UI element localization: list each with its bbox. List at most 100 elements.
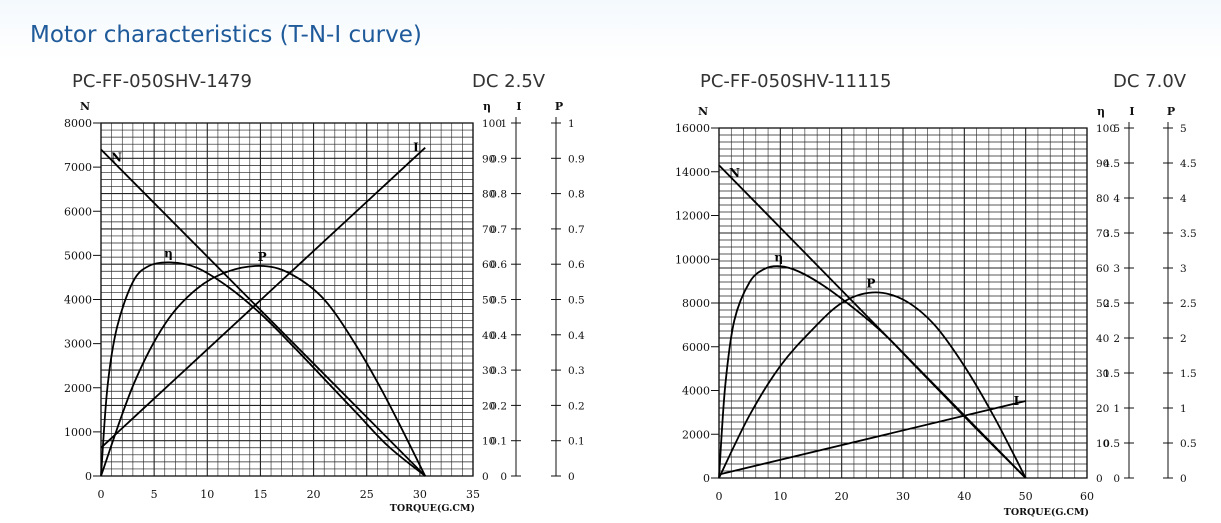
x-axis-label: TORQUE(G.CM) <box>1004 507 1089 518</box>
series-p-label: P <box>866 277 875 291</box>
series-eta-curve <box>100 261 426 477</box>
p-tick-label: 0.5 <box>1180 438 1197 450</box>
p-axis-label: P <box>555 100 563 113</box>
y-tick-label: 5000 <box>64 249 92 262</box>
eta-tick-label: 50 <box>482 295 495 307</box>
x-tick-label: 10 <box>200 488 214 501</box>
p-tick-label: 3 <box>1180 263 1187 275</box>
p-tick-label: 1 <box>1180 403 1187 415</box>
eta-tick-label: 80 <box>482 189 495 201</box>
y-tick-label: 3000 <box>64 338 92 351</box>
eta-tick-label: 20 <box>1096 403 1109 415</box>
eta-tick-label: 40 <box>1096 333 1109 345</box>
eta-tick-label: 100 <box>1096 123 1116 135</box>
i-tick-label: 0 <box>500 471 507 483</box>
x-tick-label: 25 <box>360 488 374 501</box>
series-p-curve <box>718 291 1027 479</box>
i-tick-label: 1.5 <box>1103 368 1120 380</box>
i-tick-label: 0.1 <box>490 436 507 448</box>
series-i-label: I <box>1014 394 1020 408</box>
y-tick-label: 12000 <box>675 210 710 223</box>
y-tick-label: 14000 <box>675 166 710 179</box>
eta-tick-label: 30 <box>482 365 495 377</box>
y-tick-label: 7000 <box>64 161 92 174</box>
i-tick-label: 0.6 <box>490 259 507 271</box>
x-tick-label: 35 <box>466 488 480 501</box>
eta-tick-label: 60 <box>1096 263 1109 275</box>
i-tick-label: 0.8 <box>490 189 507 201</box>
i-tick-label: 2 <box>1113 333 1120 345</box>
p-axis-label: P <box>1167 105 1175 118</box>
x-tick-label: 20 <box>835 490 849 503</box>
i-tick-label: 0 <box>1113 473 1120 485</box>
chart-2-voltage: DC 7.0V <box>1113 71 1187 92</box>
series-n-curve <box>100 148 426 477</box>
p-tick-label: 2 <box>1180 333 1187 345</box>
eta-tick-label: 20 <box>482 400 495 412</box>
p-tick-label: 4.5 <box>1180 158 1197 170</box>
p-tick-label: 0.3 <box>568 365 585 377</box>
i-axis-label: I <box>1129 105 1134 118</box>
x-tick-label: 40 <box>957 490 971 503</box>
x-tick-label: 15 <box>253 488 267 501</box>
i-tick-label: 5 <box>1113 123 1120 135</box>
eta-tick-label: 50 <box>1096 298 1109 310</box>
eta-tick-label: 30 <box>1096 368 1109 380</box>
page-title: Motor characteristics (T-N-I curve) <box>30 22 422 48</box>
p-tick-label: 0.8 <box>568 189 585 201</box>
x-tick-label: 0 <box>716 490 723 503</box>
y-axis-label: N <box>698 105 708 118</box>
eta-tick-label: 70 <box>1096 228 1109 240</box>
x-tick-label: 20 <box>307 488 321 501</box>
y-tick-label: 0 <box>85 470 92 483</box>
i-tick-label: 0.2 <box>490 400 507 412</box>
series-i-label: I <box>413 141 419 155</box>
p-tick-label: 0.2 <box>568 400 585 412</box>
eta-tick-label: 40 <box>482 330 495 342</box>
p-tick-label: 1 <box>568 118 575 130</box>
y-tick-label: 8000 <box>64 117 92 130</box>
series-i-curve <box>718 400 1026 476</box>
p-tick-label: 0.9 <box>568 153 585 165</box>
i-axis-label: I <box>516 100 521 113</box>
i-tick-label: 0.5 <box>490 295 507 307</box>
p-tick-label: 2.5 <box>1180 298 1197 310</box>
p-tick-label: 1.5 <box>1180 368 1197 380</box>
y-tick-label: 16000 <box>675 122 710 135</box>
chart-2-model: PC-FF-050SHV-11115 <box>700 71 892 92</box>
series-eta-curve <box>718 265 1027 479</box>
chart-1-voltage: DC 2.5V <box>472 71 546 92</box>
p-tick-label: 0.1 <box>568 436 585 448</box>
i-tick-label: 4.5 <box>1103 158 1120 170</box>
y-tick-label: 2000 <box>682 428 710 441</box>
p-tick-label: 0 <box>1180 473 1187 485</box>
series-p-label: P <box>258 250 267 264</box>
series-n-label: N <box>111 150 122 164</box>
p-tick-label: 0.6 <box>568 259 585 271</box>
series-eta-label: η <box>164 246 173 260</box>
i-tick-label: 1 <box>1113 403 1120 415</box>
i-tick-label: 3 <box>1113 263 1120 275</box>
x-tick-label: 50 <box>1019 490 1033 503</box>
y-axis-label: N <box>80 100 90 113</box>
chart-1-model: PC-FF-050SHV-1479 <box>72 71 252 92</box>
x-tick-label: 0 <box>98 488 105 501</box>
y-tick-label: 2000 <box>64 382 92 395</box>
series-eta-label: η <box>774 250 783 264</box>
p-tick-label: 4 <box>1180 193 1187 205</box>
eta-tick-label: 0 <box>1096 473 1103 485</box>
series-i-curve <box>100 147 426 449</box>
x-axis-label: TORQUE(G.CM) <box>390 503 475 514</box>
y-tick-label: 0 <box>703 472 710 485</box>
eta-tick-label: 70 <box>482 224 495 236</box>
y-tick-label: 4000 <box>682 385 710 398</box>
y-tick-label: 8000 <box>682 297 710 310</box>
series-p-curve <box>100 264 427 477</box>
eta-tick-label: 90 <box>1096 158 1109 170</box>
eta-tick-label: 10 <box>1096 438 1109 450</box>
i-tick-label: 0.9 <box>490 153 507 165</box>
p-tick-label: 0.7 <box>568 224 585 236</box>
p-tick-label: 3.5 <box>1180 228 1197 240</box>
p-tick-label: 0 <box>568 471 575 483</box>
